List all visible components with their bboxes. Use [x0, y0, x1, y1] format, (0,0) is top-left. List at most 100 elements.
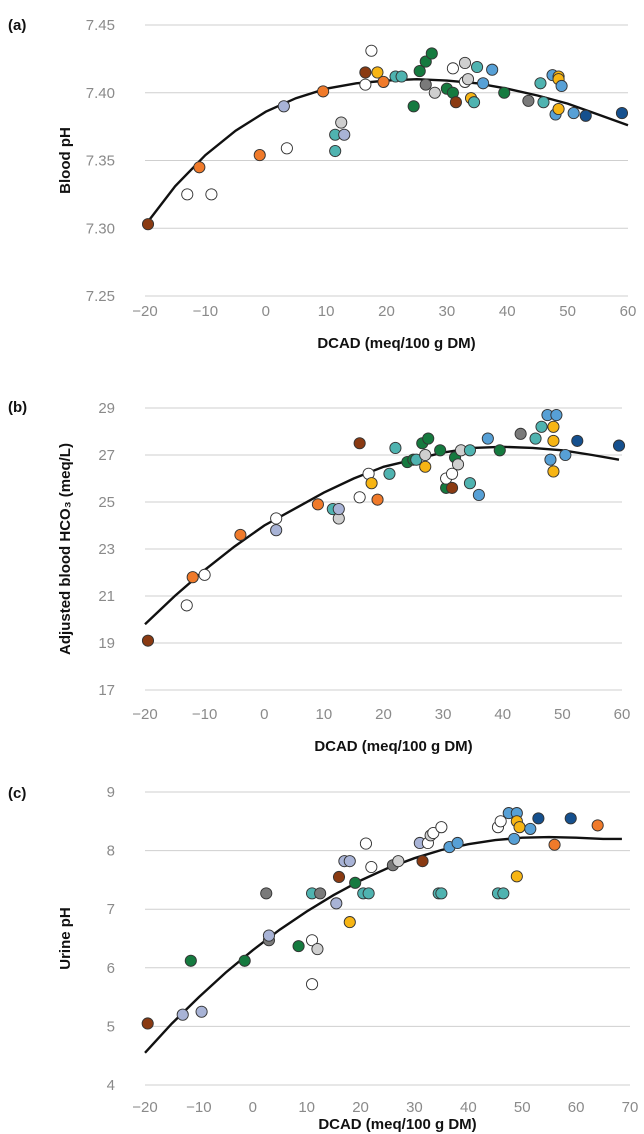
data-point [184, 954, 197, 967]
y-tick-label: 7.25 [86, 288, 115, 305]
data-point [270, 524, 283, 537]
y-tick-label: 19 [98, 635, 115, 652]
data-point [371, 66, 384, 79]
data-point [435, 887, 448, 900]
x-tick-label: 20 [352, 1099, 369, 1116]
data-point [262, 929, 275, 942]
data-point [280, 142, 293, 155]
data-point [407, 100, 420, 113]
data-point [461, 73, 475, 86]
data-point [365, 44, 378, 57]
x-tick-label: −20 [132, 1099, 157, 1116]
x-tick-label: −20 [132, 706, 157, 723]
data-point [535, 420, 548, 433]
x-tick-label: 10 [316, 706, 333, 723]
data-point [612, 439, 626, 452]
data-point [238, 954, 251, 967]
data-point [253, 149, 266, 162]
x-tick-label: 70 [622, 1099, 639, 1116]
data-point [548, 838, 561, 851]
y-tick-label: 9 [107, 784, 115, 801]
data-point [330, 897, 343, 910]
data-point [306, 978, 319, 991]
y-axis-label: Urine pH [57, 907, 74, 970]
y-tick-label: 25 [98, 494, 115, 511]
data-point [428, 86, 441, 99]
data-point [591, 819, 604, 832]
data-point [195, 1005, 208, 1018]
data-point [311, 498, 324, 511]
data-point [555, 79, 568, 93]
data-point [615, 107, 629, 120]
x-axis-label: DCAD (meq/100 g DM) [317, 335, 475, 352]
data-point [343, 916, 356, 929]
data-point [522, 94, 535, 107]
data-point [547, 465, 560, 478]
data-point [419, 448, 432, 462]
y-tick-label: 5 [107, 1018, 115, 1035]
fitted-curve [144, 835, 622, 1054]
data-point [329, 144, 342, 158]
y-tick-label: 27 [98, 447, 115, 464]
x-tick-label: 0 [262, 303, 270, 320]
x-tick-label: 20 [375, 706, 392, 723]
data-point [270, 512, 283, 525]
data-point [493, 444, 506, 457]
data-point [451, 836, 464, 850]
data-point [277, 100, 290, 113]
x-tick-label: 50 [514, 1099, 531, 1116]
y-tick-label: 7.45 [86, 17, 115, 34]
y-tick-label: 29 [98, 400, 115, 417]
x-tick-label: 60 [620, 303, 637, 320]
data-point [141, 218, 155, 231]
x-axis-label: DCAD (meq/100 g DM) [314, 738, 472, 755]
y-tick-label: 7 [107, 901, 115, 918]
x-tick-label: 60 [614, 706, 631, 723]
panel-2: 9 8 7 6 5 4 −20 −10 0 10 20 30 40 50 60 70 DCAD (meq/100… [8, 784, 638, 1133]
y-tick-label: 6 [107, 960, 115, 977]
data-point [446, 467, 459, 480]
x-tick-label: 0 [249, 1099, 257, 1116]
x-axis-label: DCAD (meq/100 g DM) [318, 1116, 476, 1133]
data-point [365, 477, 378, 490]
y-tick-label: 4 [107, 1077, 115, 1094]
y-tick-label: 8 [107, 843, 115, 860]
x-tick-label: −10 [193, 303, 218, 320]
data-point [176, 1008, 189, 1021]
y-tick-label: 7.35 [86, 153, 115, 170]
x-tick-label: 40 [460, 1099, 477, 1116]
data-point [435, 821, 448, 834]
data-point [446, 481, 459, 494]
data-point [311, 942, 324, 956]
data-point [362, 887, 375, 900]
x-tick-label: 60 [568, 1099, 585, 1116]
x-tick-label: 40 [494, 706, 511, 723]
data-point [141, 1017, 154, 1030]
data-point [449, 96, 462, 109]
data-point [395, 70, 408, 83]
data-point [567, 107, 580, 120]
x-tick-label: 30 [435, 706, 452, 723]
y-tick-label: 21 [98, 588, 115, 605]
x-tick-label: 20 [378, 303, 395, 320]
y-axis-label: Blood pH [57, 127, 74, 194]
data-point [524, 822, 537, 835]
data-point [571, 434, 584, 447]
data-point [193, 161, 206, 174]
data-point [534, 77, 547, 90]
data-point [198, 568, 211, 581]
data-point [419, 460, 432, 473]
data-point [498, 86, 511, 99]
x-tick-label: −10 [192, 706, 217, 723]
data-point [552, 102, 565, 116]
data-point [365, 860, 378, 874]
data-point [477, 77, 490, 90]
data-point [467, 96, 481, 109]
data-point [544, 453, 557, 466]
data-point [458, 56, 472, 69]
data-point [547, 434, 560, 447]
data-point [419, 55, 432, 68]
data-point [359, 78, 372, 91]
data-point [508, 832, 521, 845]
data-point [292, 940, 305, 953]
